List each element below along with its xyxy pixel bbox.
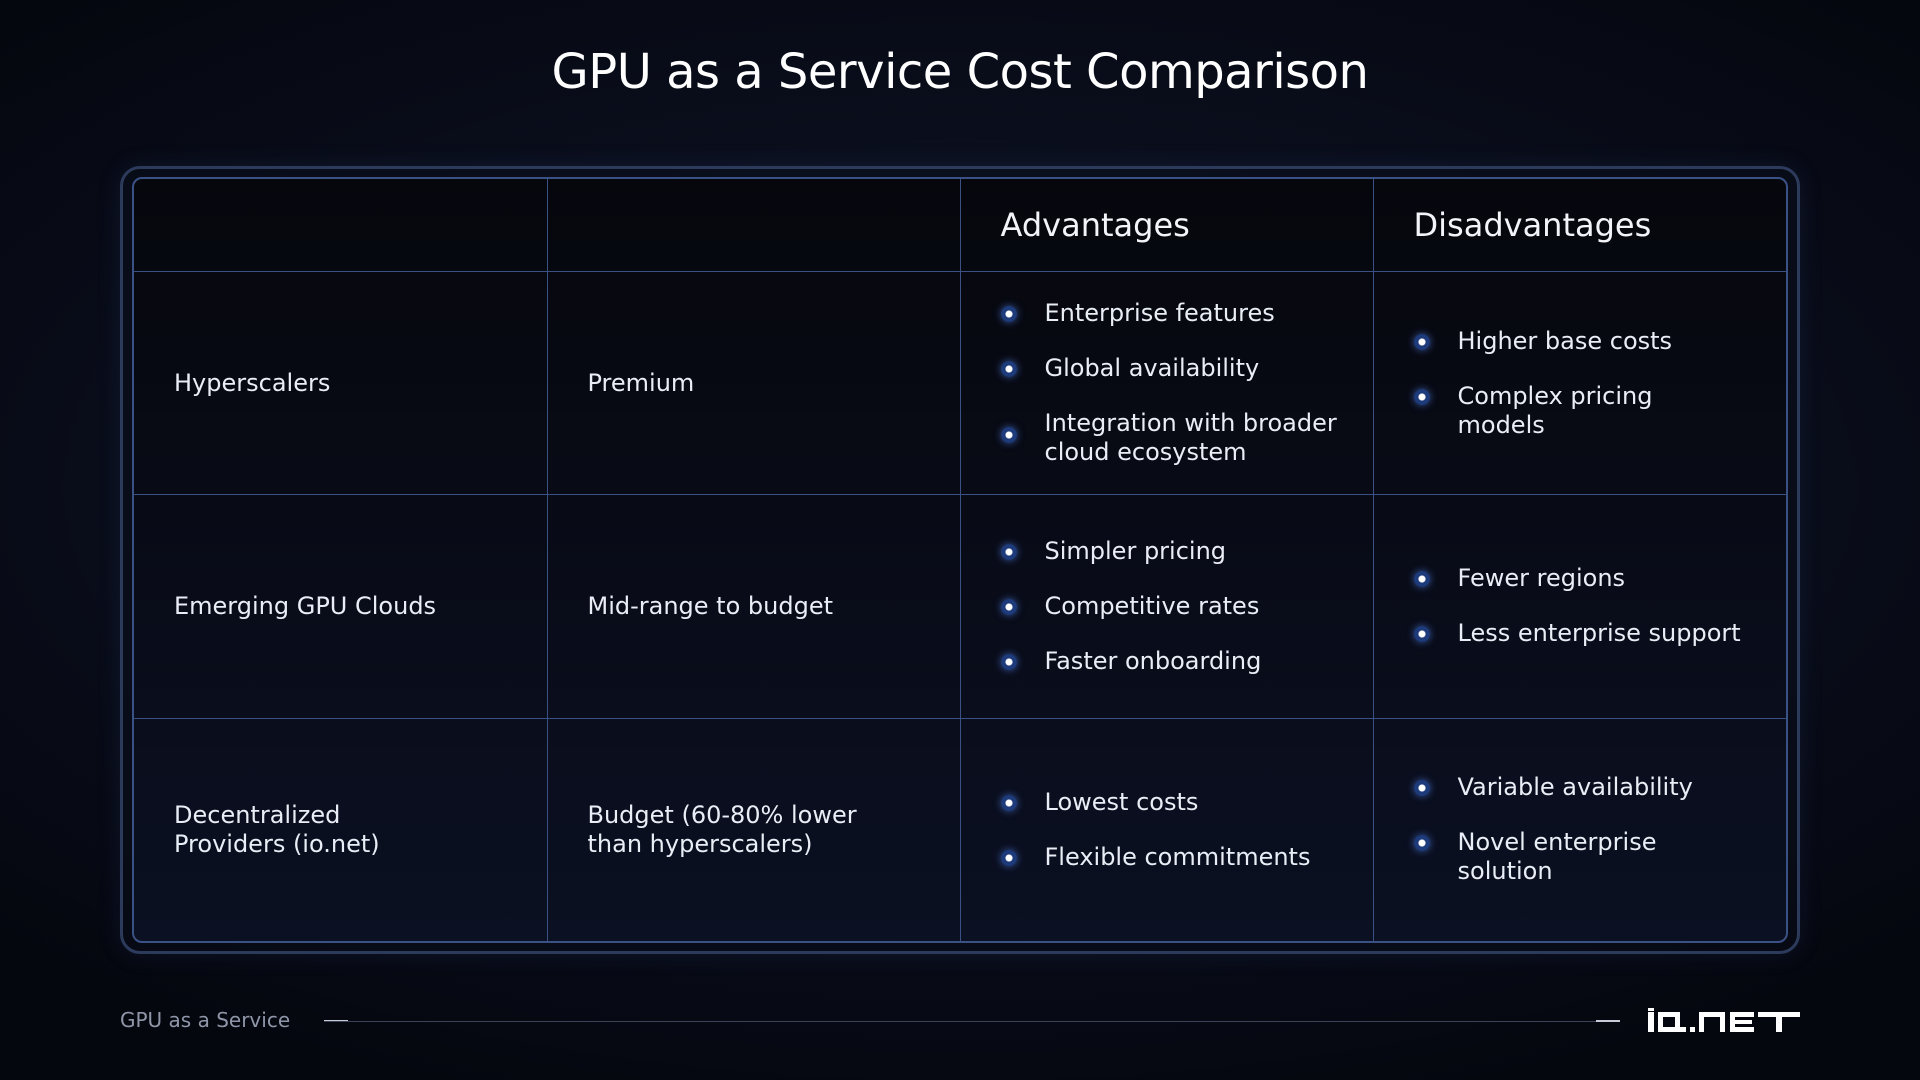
list-item: Flexible commitments: [1000, 843, 1333, 872]
list-item: Global availability: [1000, 354, 1333, 383]
bullet-icon: [1000, 361, 1017, 378]
advantages-cell: Lowest costs Flexible commitments: [959, 717, 1373, 941]
disadvantages-cell: Higher base costs Complex pricing models: [1372, 270, 1786, 495]
table-header-row: Advantages Disadvantages: [134, 179, 1786, 272]
advantages-cell: Enterprise features Global availability …: [959, 270, 1373, 495]
table-row: Hyperscalers Premium Enterprise features…: [134, 270, 1786, 495]
tier-cell: Premium: [546, 270, 960, 495]
list-item: Less enterprise support: [1413, 619, 1747, 648]
list-item: Higher base costs: [1413, 327, 1747, 356]
io-net-logo: [1648, 1008, 1800, 1032]
bullet-icon: [1000, 598, 1017, 615]
bullet-icon: [1000, 543, 1017, 560]
list-item: Lowest costs: [1000, 788, 1333, 817]
comparison-table: Advantages Disadvantages Hyperscalers Pr…: [132, 177, 1788, 943]
bullet-icon: [1000, 306, 1017, 323]
list-item: Fewer regions: [1413, 564, 1747, 593]
tier-cell: Budget (60-80% lower than hyperscalers): [546, 717, 960, 941]
footer-dash-right: [1596, 1020, 1620, 1022]
header-disadvantages: Disadvantages: [1372, 179, 1786, 272]
list-item: Variable availability: [1413, 773, 1747, 802]
bullet-icon: [1000, 653, 1017, 670]
bullet-icon: [1413, 780, 1430, 797]
list-item: Complex pricing models: [1413, 382, 1747, 440]
list-item: Faster onboarding: [1000, 647, 1333, 676]
bullet-icon: [1413, 626, 1430, 643]
provider-cell: Decentralized Providers (io.net): [134, 717, 547, 941]
bullet-icon: [1413, 835, 1430, 852]
list-item: Enterprise features: [1000, 299, 1333, 328]
advantages-cell: Simpler pricing Competitive rates Faster…: [959, 494, 1373, 719]
list-item: Competitive rates: [1000, 592, 1333, 621]
header-tier: [546, 179, 960, 272]
bullet-icon: [1413, 333, 1430, 350]
list-item: Simpler pricing: [1000, 537, 1333, 566]
table-row: Decentralized Providers (io.net) Budget …: [134, 717, 1786, 941]
provider-cell: Emerging GPU Clouds: [134, 494, 547, 719]
provider-cell: Hyperscalers: [134, 270, 547, 495]
bullet-icon: [1000, 794, 1017, 811]
header-advantages: Advantages: [959, 179, 1373, 272]
disadvantages-cell: Variable availability Novel enterprise s…: [1372, 717, 1786, 941]
bullet-icon: [1000, 427, 1017, 444]
bullet-icon: [1413, 571, 1430, 588]
header-provider: [134, 179, 547, 272]
page-title: GPU as a Service Cost Comparison: [551, 44, 1369, 100]
bullet-icon: [1000, 849, 1017, 866]
list-item: Novel enterprise solution: [1413, 828, 1747, 886]
bullet-icon: [1413, 388, 1430, 405]
table-row: Emerging GPU Clouds Mid-range to budget …: [134, 494, 1786, 719]
disadvantages-cell: Fewer regions Less enterprise support: [1372, 494, 1786, 719]
footer-divider: [324, 1021, 1620, 1022]
list-item: Integration with broader cloud ecosystem: [1000, 409, 1337, 467]
tier-cell: Mid-range to budget: [546, 494, 960, 719]
footer-label: GPU as a Service: [120, 1008, 291, 1032]
